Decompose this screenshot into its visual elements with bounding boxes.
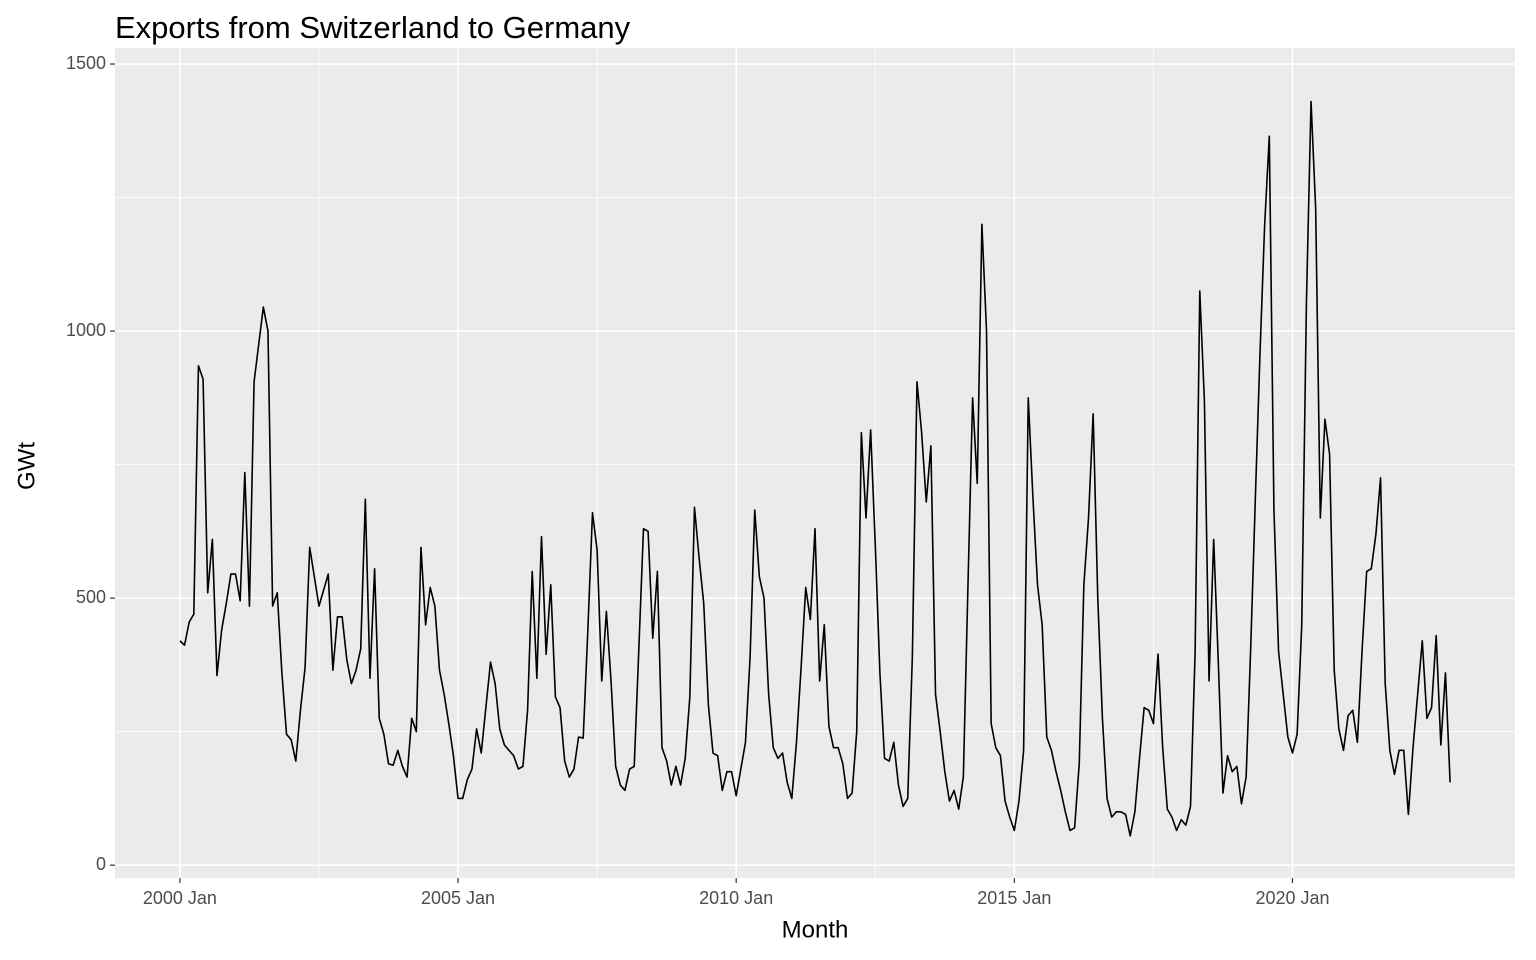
y-tick-label: 500 [76, 587, 106, 607]
x-tick-label: 2015 Jan [977, 888, 1051, 908]
y-tick-label: 1000 [66, 320, 106, 340]
panel [115, 48, 1515, 878]
x-tick-label: 2000 Jan [143, 888, 217, 908]
y-tick-label: 1500 [66, 53, 106, 73]
data-line [179, 100, 1451, 837]
x-tick-label: 2020 Jan [1255, 888, 1329, 908]
y-axis-title: GWt [13, 442, 40, 490]
x-axis-title: Month [782, 916, 849, 943]
x-tick-label: 2010 Jan [699, 888, 773, 908]
chart-title: Exports from Switzerland to Germany [115, 10, 631, 45]
y-tick-label: 0 [96, 854, 106, 874]
x-tick-label: 2005 Jan [421, 888, 495, 908]
